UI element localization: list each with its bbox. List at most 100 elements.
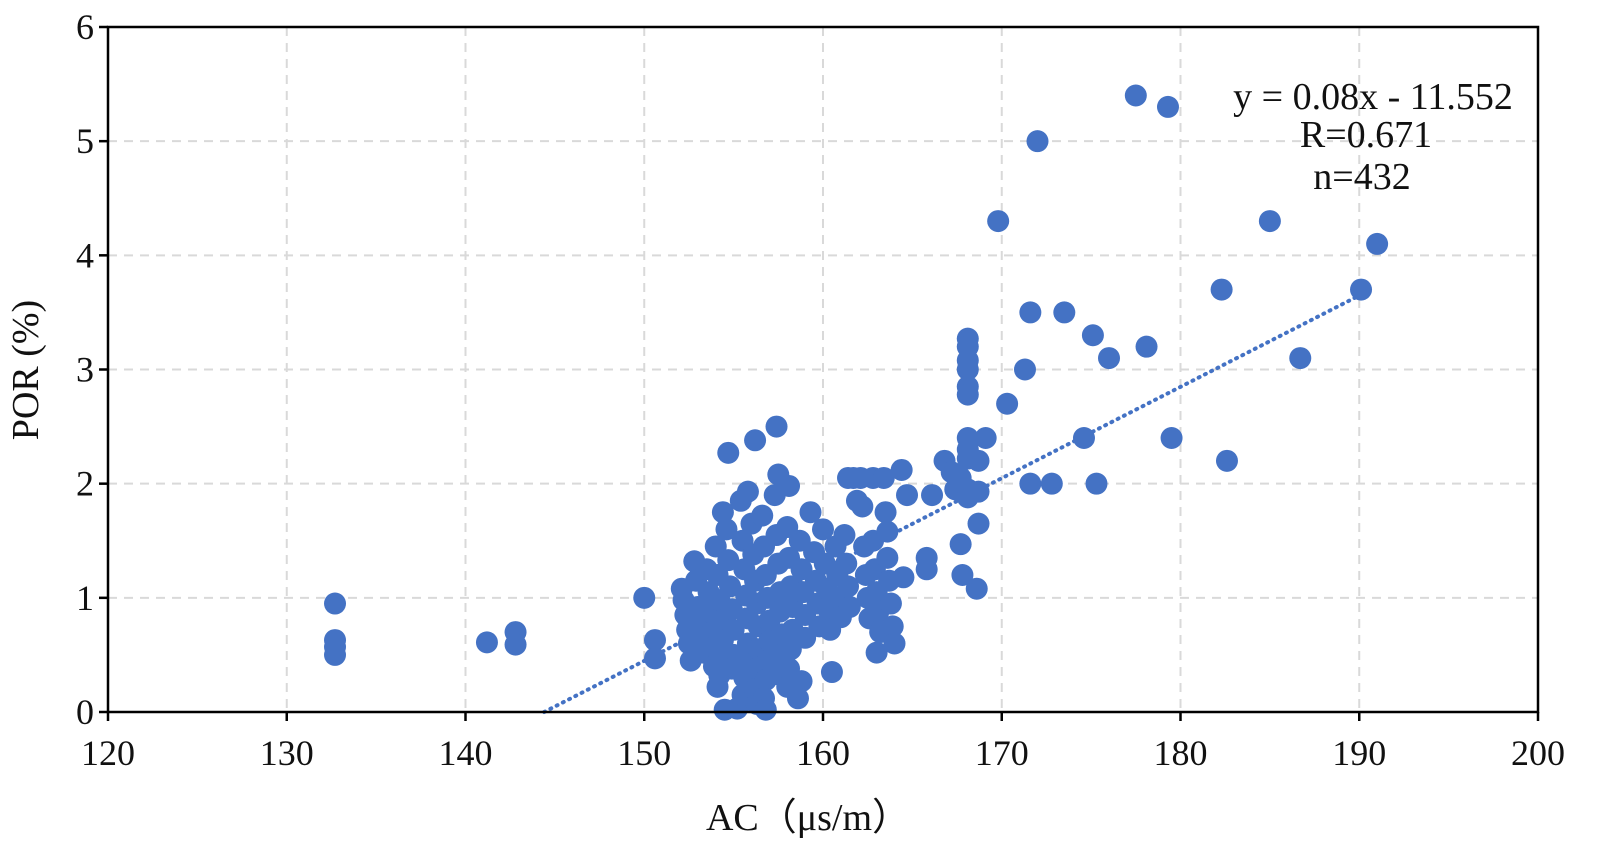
data-point	[1019, 301, 1042, 324]
x-tick-label: 170	[975, 733, 1029, 773]
data-point	[475, 631, 498, 654]
data-point	[719, 575, 742, 598]
data-point	[915, 558, 938, 581]
trendline-layer	[542, 290, 1367, 714]
data-point	[876, 520, 899, 543]
data-point	[965, 577, 988, 600]
data-point	[881, 615, 904, 638]
data-point	[812, 518, 834, 541]
regression-annotation: y = 0.08x - 11.552 R=0.671 n=432	[1233, 76, 1513, 198]
data-point	[896, 484, 919, 507]
data-point	[717, 441, 740, 464]
data-point	[996, 392, 1019, 415]
x-tick-label: 130	[260, 733, 314, 773]
data-point	[1013, 358, 1036, 381]
data-point	[754, 698, 777, 721]
data-point	[876, 546, 899, 569]
data-point	[835, 552, 858, 575]
data-point	[744, 429, 767, 452]
data-point	[851, 495, 874, 518]
data-point	[1081, 324, 1104, 347]
data-point	[872, 466, 895, 489]
data-point	[736, 480, 759, 503]
data-point	[974, 427, 997, 449]
data-point	[643, 647, 666, 670]
data-point	[1160, 427, 1183, 449]
data-point	[1210, 278, 1233, 301]
x-tick-label: 150	[617, 733, 671, 773]
grid-lines	[108, 27, 1538, 712]
data-point	[1026, 130, 1049, 153]
data-point	[892, 566, 915, 589]
regression-equation: y = 0.08x - 11.552	[1233, 76, 1513, 118]
y-tick-label: 1	[76, 578, 94, 618]
data-point	[715, 518, 738, 541]
data-point	[874, 501, 897, 524]
x-tick-label: 200	[1511, 733, 1565, 773]
data-point	[956, 358, 979, 381]
data-point	[956, 383, 979, 406]
data-point	[717, 549, 740, 572]
data-point	[643, 629, 666, 652]
data-point	[778, 474, 801, 497]
data-point	[987, 210, 1010, 233]
data-point	[1215, 449, 1238, 472]
data-point	[1085, 472, 1108, 495]
data-point	[751, 504, 774, 527]
data-point	[765, 415, 788, 438]
data-point	[504, 633, 527, 656]
data-point	[720, 598, 743, 621]
data-point	[865, 641, 888, 664]
data-point	[1258, 210, 1281, 233]
data-points	[324, 84, 1389, 721]
data-point	[1156, 95, 1179, 118]
data-point	[967, 512, 990, 535]
data-point	[790, 670, 813, 693]
data-point	[921, 484, 944, 507]
data-point	[890, 458, 913, 481]
x-tick-label: 160	[796, 733, 850, 773]
data-point	[833, 524, 856, 547]
data-point	[1019, 472, 1042, 495]
y-tick-label: 0	[76, 692, 94, 732]
data-point	[633, 586, 656, 609]
data-point	[838, 595, 861, 618]
y-tick-label: 3	[76, 350, 94, 390]
x-tick-label: 190	[1332, 733, 1386, 773]
y-axis-tick-labels: 0 1 2 3 4 5 6	[76, 7, 94, 732]
data-point	[949, 533, 972, 556]
data-point	[324, 643, 347, 666]
trendline	[542, 290, 1367, 714]
x-tick-label: 120	[81, 733, 135, 773]
data-point	[799, 501, 822, 524]
data-point	[967, 449, 990, 472]
sample-count: n=432	[1313, 156, 1410, 198]
y-tick-label: 6	[76, 7, 94, 47]
data-point	[786, 687, 809, 710]
data-point	[324, 592, 347, 615]
data-point	[883, 632, 906, 655]
data-point	[967, 480, 990, 503]
data-point	[879, 592, 902, 615]
x-axis-tick-labels: 120 130 140 150 160 170 180 190 200	[81, 733, 1565, 773]
y-tick-label: 4	[76, 235, 94, 275]
axis-ticks	[99, 25, 1540, 721]
data-point	[837, 575, 860, 598]
x-axis-title: AC（μs/m）	[706, 797, 910, 839]
data-point	[1072, 427, 1095, 449]
data-point	[706, 675, 729, 698]
data-point	[711, 501, 734, 524]
data-point	[1098, 347, 1120, 370]
data-point	[1040, 472, 1063, 495]
data-point	[1366, 232, 1389, 255]
y-axis-title: POR (%)	[5, 300, 47, 440]
correlation-coefficient: R=0.671	[1300, 114, 1432, 156]
data-point	[1289, 347, 1312, 370]
data-point	[951, 564, 974, 586]
y-tick-label: 2	[76, 464, 94, 504]
data-point	[1053, 301, 1076, 324]
data-point	[1350, 278, 1373, 301]
x-tick-label: 140	[439, 733, 493, 773]
data-point	[1124, 84, 1147, 107]
